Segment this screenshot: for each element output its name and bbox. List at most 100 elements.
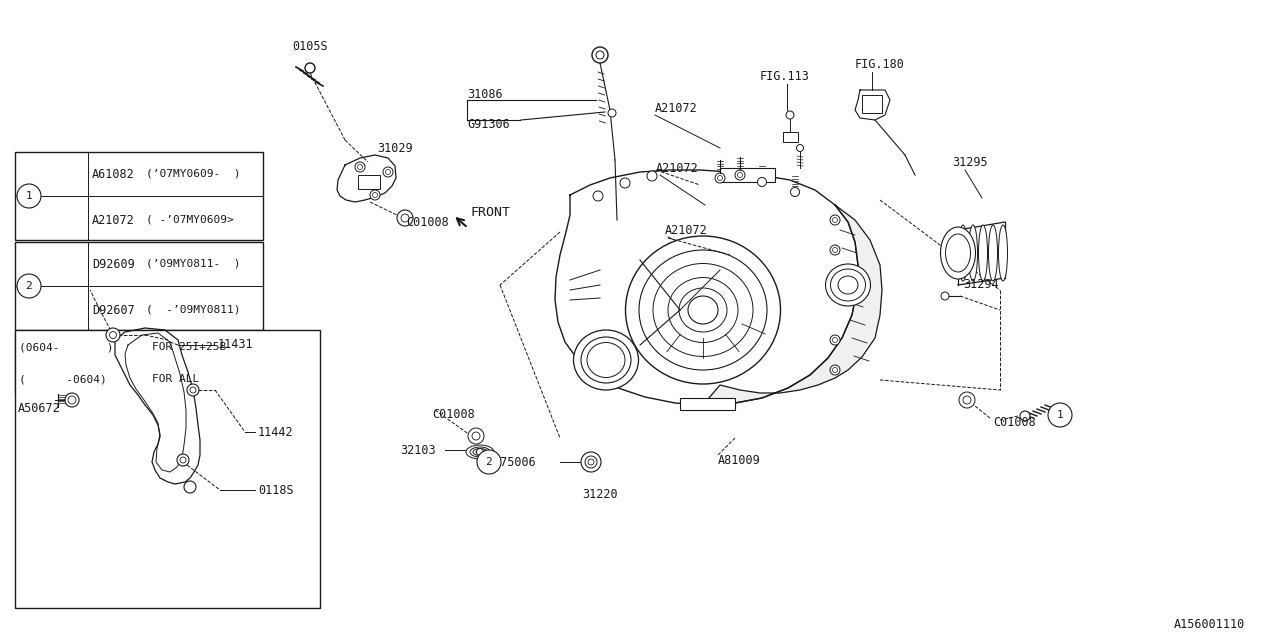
Text: 31295: 31295 [952,156,988,168]
Text: FIG.180: FIG.180 [855,58,905,70]
Circle shape [941,292,948,300]
Circle shape [716,173,724,183]
Text: ( -’07MY0609>: ( -’07MY0609> [146,215,234,225]
Circle shape [110,332,116,339]
Circle shape [184,481,196,493]
Circle shape [832,367,837,372]
Ellipse shape [689,296,718,324]
Text: A21072: A21072 [657,161,699,175]
Text: 31220: 31220 [582,488,618,500]
Circle shape [791,188,800,196]
Bar [861,95,882,113]
Ellipse shape [941,227,975,279]
Ellipse shape [959,225,968,281]
Text: A21072: A21072 [92,214,134,227]
Bar [358,175,380,189]
Text: 31294: 31294 [963,278,998,291]
Circle shape [591,47,608,63]
Circle shape [596,51,604,59]
Ellipse shape [838,276,858,294]
Circle shape [1048,403,1073,427]
Circle shape [477,450,500,474]
Polygon shape [703,205,882,405]
Text: 11442: 11442 [259,426,293,438]
Circle shape [959,392,975,408]
Text: A61082: A61082 [92,168,134,180]
Circle shape [177,454,189,466]
Text: D92607: D92607 [92,303,134,317]
Text: D92609: D92609 [92,257,134,271]
Text: 31086: 31086 [467,88,503,102]
Circle shape [383,167,393,177]
Ellipse shape [978,225,987,281]
Ellipse shape [588,342,625,378]
Circle shape [735,170,745,180]
Ellipse shape [466,445,494,459]
Ellipse shape [831,269,865,301]
Circle shape [585,456,596,468]
Text: A21072: A21072 [655,102,698,115]
Text: G91306: G91306 [467,118,509,131]
Ellipse shape [474,449,486,456]
Bar [783,132,797,142]
Text: C01008: C01008 [406,216,449,230]
Ellipse shape [988,225,997,281]
Circle shape [832,248,837,253]
Text: 11431: 11431 [218,339,253,351]
Text: 32103: 32103 [401,444,436,456]
Circle shape [180,457,186,463]
Circle shape [581,452,602,472]
Circle shape [187,384,198,396]
Circle shape [593,191,603,201]
Polygon shape [556,170,858,405]
Ellipse shape [470,447,490,457]
Text: FIG.113: FIG.113 [760,70,810,83]
Circle shape [305,63,315,73]
Circle shape [588,459,594,465]
Circle shape [370,190,380,200]
Text: A50672: A50672 [18,401,60,415]
Text: 2: 2 [26,281,32,291]
Circle shape [832,218,837,223]
Circle shape [829,365,840,375]
Circle shape [620,178,630,188]
Text: FOR ALL: FOR ALL [152,374,200,384]
Text: 1: 1 [26,191,32,201]
Circle shape [786,111,794,119]
Text: FRONT: FRONT [470,207,509,220]
Circle shape [17,184,41,208]
Ellipse shape [581,337,631,383]
Circle shape [646,171,657,181]
Ellipse shape [998,225,1007,281]
Text: FOR 25I+25B: FOR 25I+25B [152,342,227,352]
Ellipse shape [668,278,739,342]
Text: C01008: C01008 [993,415,1036,429]
Circle shape [65,393,79,407]
Circle shape [68,396,76,404]
Circle shape [385,170,390,175]
Text: (’09MY0811-  ): (’09MY0811- ) [146,259,241,269]
Text: A156001110: A156001110 [1174,618,1245,632]
Bar [15,152,262,240]
Text: (’07MY0609-  ): (’07MY0609- ) [146,169,241,179]
Bar [15,332,262,394]
Text: (  -’09MY0811): ( -’09MY0811) [146,305,241,315]
Text: (      -0604): ( -0604) [19,374,106,384]
Text: 1: 1 [1056,410,1064,420]
Text: (0604-       ): (0604- ) [19,342,114,352]
Circle shape [468,428,484,444]
Bar [15,330,320,608]
Ellipse shape [678,288,727,332]
Ellipse shape [653,264,753,356]
Circle shape [608,109,616,117]
Bar [15,242,262,330]
Circle shape [829,215,840,225]
Ellipse shape [476,450,484,454]
Circle shape [963,396,972,404]
Circle shape [796,145,804,152]
Circle shape [718,175,722,180]
Ellipse shape [946,234,970,272]
Bar [680,398,735,410]
Text: 2: 2 [485,457,493,467]
Text: C01008: C01008 [433,408,475,420]
